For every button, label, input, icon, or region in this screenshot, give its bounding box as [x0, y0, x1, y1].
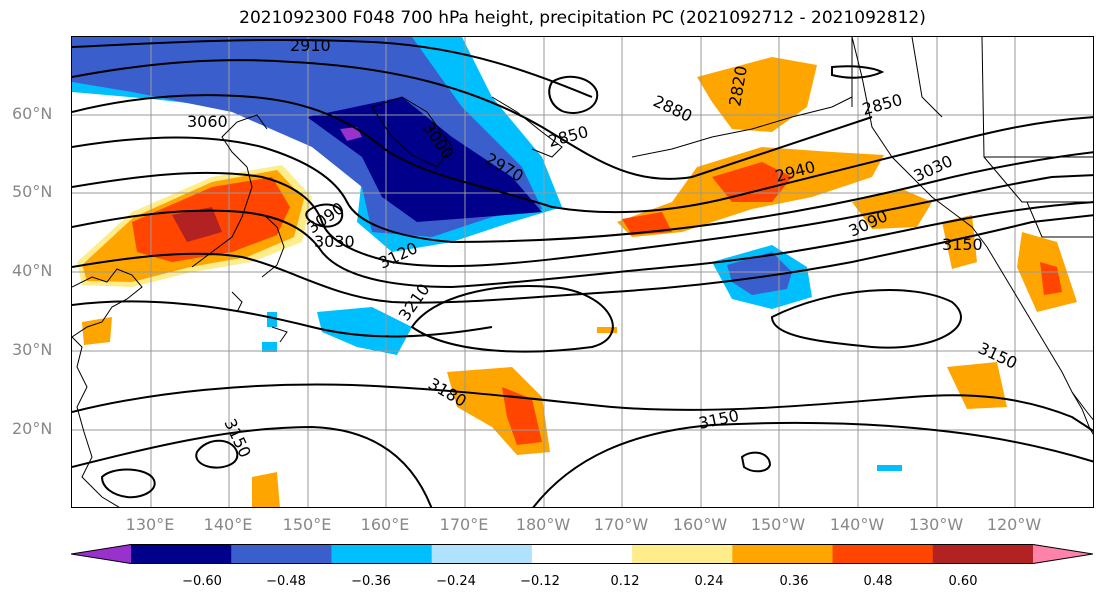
- colorbar-cell: [932, 544, 1034, 564]
- colorbar-tick: −0.36: [351, 574, 391, 589]
- colorbar-tick: 0.60: [948, 574, 978, 589]
- colorbar-tick: 0.48: [863, 574, 893, 589]
- map-title: 2021092300 F048 700 hPa height, precipit…: [239, 8, 926, 28]
- colorbar-tick: −0.60: [182, 574, 222, 589]
- lat-label: 50°N: [12, 182, 53, 201]
- precip-positive-coast-core: [1040, 262, 1062, 295]
- contour-label: 3060: [187, 112, 228, 131]
- colorbar-cell: [531, 544, 633, 564]
- lon-label: 130°E: [125, 515, 175, 534]
- colorbar-cells: [71, 544, 1093, 564]
- lon-label: 130°W: [908, 515, 964, 534]
- precip-positive-alaska: [697, 57, 817, 132]
- colorbar-cell: [331, 544, 433, 564]
- colorbar-tick: 0.12: [610, 574, 640, 589]
- colorbar-cell: [1033, 544, 1093, 564]
- contour-label: 2910: [290, 37, 331, 55]
- lat-label: 30°N: [12, 340, 53, 359]
- contour-label: 3030: [314, 232, 355, 251]
- precip-positive-band-core: [622, 162, 792, 235]
- map-panel: 2910 3060 3000 2970 2850 2880 2820 2850 …: [71, 36, 1094, 508]
- precip-negative-patch-mid: [317, 307, 412, 355]
- lon-label: 120°W: [986, 515, 1042, 534]
- lon-label: 150°W: [750, 515, 806, 534]
- graticule: [72, 37, 1093, 507]
- contour-label: 3150: [220, 416, 254, 461]
- colorbar-cell: [71, 544, 131, 564]
- lat-label: 20°N: [12, 419, 53, 438]
- precip-negative-core: [307, 97, 542, 222]
- colorbar-cell: [131, 544, 232, 564]
- colorbar-tick: −0.48: [266, 574, 306, 589]
- lon-label: 170°E: [439, 515, 489, 534]
- lon-label: 160°E: [360, 515, 410, 534]
- lon-label: 170°W: [593, 515, 649, 534]
- contour-label: 3150: [942, 235, 983, 254]
- colorbar-cell: [231, 544, 332, 564]
- lat-label: 40°N: [12, 261, 53, 280]
- colorbar: [71, 544, 1093, 564]
- colorbar-tick: −0.24: [436, 574, 476, 589]
- colorbar-outline: [71, 544, 1093, 564]
- lat-label: 60°N: [12, 104, 53, 123]
- coastlines: [72, 37, 1093, 507]
- contour-label: 3030: [911, 151, 956, 185]
- lon-label: 140°W: [829, 515, 885, 534]
- colorbar-tick: 0.36: [779, 574, 809, 589]
- height-contours: [72, 38, 1093, 507]
- colorbar-cell: [832, 544, 934, 564]
- colorbar-cell: [632, 544, 733, 564]
- contour-label: 2880: [650, 91, 695, 125]
- colorbar-cell: [431, 544, 533, 564]
- map-canvas: 2910 3060 3000 2970 2850 2880 2820 2850 …: [72, 37, 1093, 507]
- lon-label: 140°E: [203, 515, 253, 534]
- colorbar-tick: −0.12: [520, 574, 560, 589]
- colorbar-cell: [732, 544, 834, 564]
- lon-label: 160°W: [672, 515, 728, 534]
- lon-label: 180°W: [515, 515, 571, 534]
- lon-label: 150°E: [282, 515, 332, 534]
- contour-label: 2850: [546, 122, 590, 151]
- precip-positive-japan-peak: [172, 207, 222, 242]
- colorbar-tick: 0.24: [694, 574, 724, 589]
- precip-negative-peak: [340, 127, 362, 141]
- precip-positive-coast: [852, 189, 1077, 312]
- precip-negative-patch-east-core: [727, 252, 792, 295]
